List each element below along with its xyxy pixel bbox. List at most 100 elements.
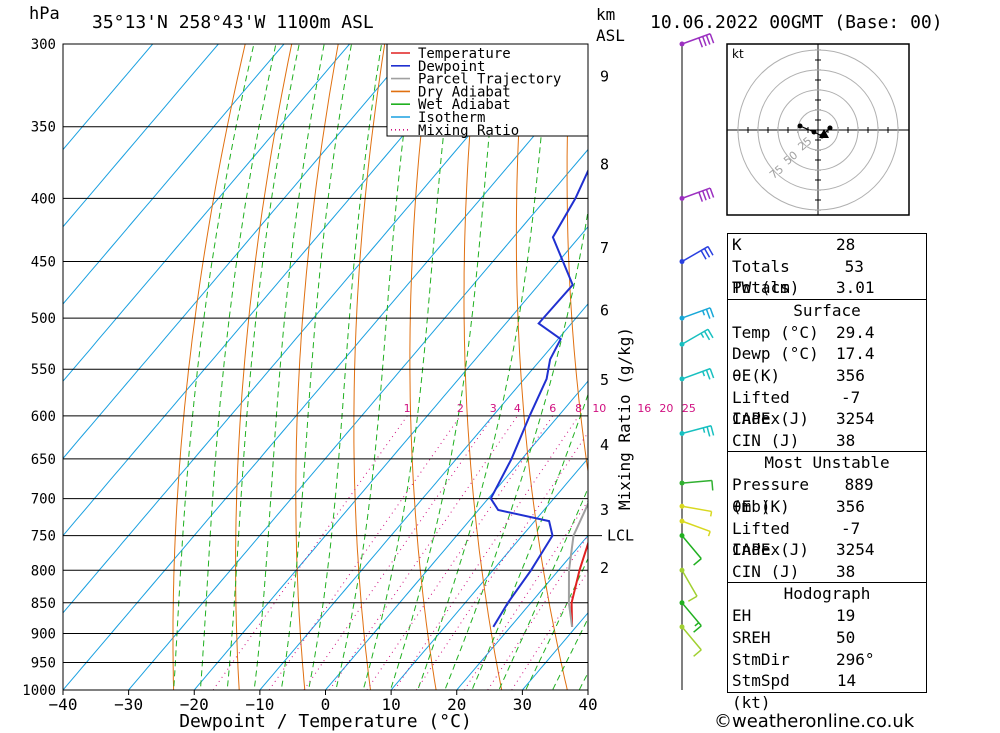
x-axis-label: Dewpoint / Temperature (°C)	[179, 711, 472, 732]
wind-barb-flag	[700, 250, 707, 260]
most-unstable-index-label: CAPE (J)	[732, 540, 810, 560]
hodograph-index-row: SREH 50	[728, 627, 926, 649]
wind-barb-flag	[701, 190, 707, 201]
wind-barb-flag	[693, 625, 702, 633]
wind-barb-half-flag	[694, 622, 700, 627]
height-km-label: 7	[600, 239, 609, 257]
surface-index-row: CAPE (J) 3254	[728, 408, 926, 430]
surface-index-row: Dewp (°C) 17.4	[728, 343, 926, 365]
wind-barb	[679, 518, 711, 537]
hodograph-index-label: EH	[732, 606, 752, 626]
hodograph-index-row: EH 19	[728, 605, 926, 627]
pressure-tick-label: 800	[31, 563, 56, 579]
index-row: Totals Totals 53	[728, 256, 926, 298]
wet-adiabat-line	[173, 44, 255, 690]
surface-index-value: 38	[836, 430, 856, 450]
wind-barb	[679, 533, 702, 566]
hodograph-ring	[797, 109, 839, 151]
wind-barb-staff	[681, 367, 711, 380]
dry-adiabat-line	[172, 44, 246, 690]
most-unstable-index-row: Pressure (mb) 889	[728, 474, 926, 516]
wind-barb-flag	[705, 34, 711, 45]
surface-index-value: 29.4	[836, 322, 875, 342]
isotherm-line	[63, 44, 416, 460]
wind-barb-flag	[709, 33, 715, 44]
surface-index-label: Dewp (°C)	[732, 344, 819, 364]
mixing-ratio-line	[366, 415, 554, 690]
pressure-tick-label: 850	[31, 596, 56, 612]
wet-adiabat-line	[498, 487, 588, 690]
most-unstable-index-label: Lifted Index	[732, 518, 790, 560]
surface-index-value: 356	[836, 365, 865, 385]
wind-barb-flag	[709, 307, 715, 318]
wind-barb-flag	[710, 425, 715, 436]
indices-top-section: K 28 Totals Totals 53 PW (cm) 3.01	[728, 234, 926, 299]
wind-barb	[679, 567, 698, 602]
most-unstable-index-label: Pressure (mb)	[732, 475, 810, 516]
wet-adiabat-line	[199, 44, 277, 690]
hodograph-point	[797, 123, 803, 129]
pressure-tick-label: 700	[31, 492, 56, 508]
wind-barb	[679, 33, 715, 48]
surface-index-row: Lifted Index -7	[728, 387, 926, 429]
temperature-tick-label: −20	[180, 695, 209, 714]
surface-index-label: CAPE (J)	[732, 409, 810, 429]
wind-barb-staff	[681, 479, 712, 484]
pressure-tick-label: 650	[31, 452, 56, 468]
temperature-tick-label: 10	[381, 695, 400, 714]
mixing-ratio-label: 3	[490, 402, 497, 415]
datetime-title: 10.06.2022 00GMT (Base: 00)	[650, 12, 943, 33]
mixing-ratio-label: 25	[682, 402, 696, 415]
mixing-ratio-labels: 1 2 3 4 6 8 10 16 20 25	[404, 402, 696, 415]
hodograph-index-label: StmSpd (kt)	[732, 671, 790, 712]
isotherm-line	[63, 44, 220, 228]
series-line-dewpoint	[489, 44, 588, 628]
legend-entry-label: Mixing Ratio	[418, 123, 519, 139]
hodograph-index-value: 296°	[836, 649, 875, 669]
hodograph-index-row: StmDir 296°	[728, 649, 926, 671]
legend-entry-label: Dry Adiabat	[418, 84, 511, 100]
wind-barb	[679, 425, 715, 437]
hodograph-index-label: SREH	[732, 627, 771, 647]
hodograph-ring	[757, 69, 879, 191]
most-unstable-index-value: 3254	[836, 540, 875, 560]
dry-adiabat-line	[976, 0, 1000, 716]
wind-barb-flag	[711, 480, 714, 491]
height-km-label: 5	[600, 371, 609, 389]
mixing-ratio-line	[511, 570, 588, 690]
asl-label: ASL	[596, 26, 625, 45]
wind-barb-flag	[693, 649, 702, 657]
most-unstable-index-label: CIN (J)	[732, 561, 800, 581]
pressure-tick-label: 750	[31, 529, 56, 545]
wind-barb-staff	[681, 33, 711, 45]
wind-barb-flag	[703, 330, 711, 341]
dry-adiabat-line	[295, 44, 339, 690]
wet-adiabat-line	[280, 44, 353, 690]
hodograph-index-value: 50	[836, 627, 856, 647]
wind-barb-staff	[681, 328, 709, 345]
mixing-ratio-line	[303, 415, 494, 690]
legend-entry-label: Wet Adiabat	[418, 97, 511, 113]
index-row: PW (cm) 3.01	[728, 277, 926, 299]
hodograph-index-value: 14	[836, 671, 857, 691]
index-row: K 28	[728, 234, 926, 256]
storm-motion-marker	[819, 129, 829, 138]
most-unstable-title: Most Unstable	[764, 453, 890, 473]
height-km-label: 6	[600, 301, 609, 319]
temperature-tick-label: −10	[245, 695, 274, 714]
wind-barb-flag	[703, 248, 711, 258]
wet-adiabat-line	[253, 44, 325, 690]
wind-barb-staff	[681, 535, 702, 560]
height-km-label: 8	[600, 156, 609, 174]
wind-barb-flag	[698, 37, 704, 48]
hodograph-ring	[737, 49, 899, 211]
wind-barb-flag	[705, 189, 711, 200]
mixing-ratio-line	[394, 415, 580, 690]
wind-barb	[679, 503, 713, 517]
legend-entry-label: Dewpoint	[418, 59, 485, 75]
wind-barb-half-flag	[702, 427, 706, 433]
copyright-text[interactable]: ©weatheronline.co.uk	[714, 711, 915, 732]
series-line-parcel-trajectory	[567, 501, 588, 628]
